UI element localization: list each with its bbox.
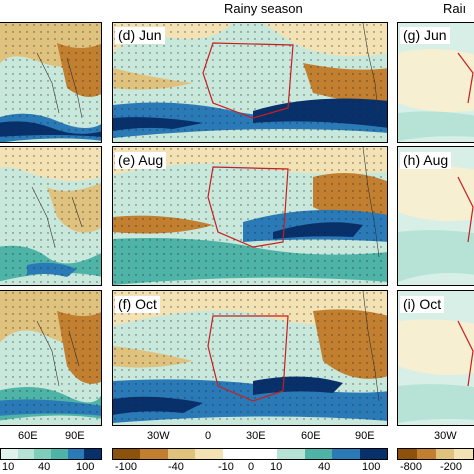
colorbar-tick: -40: [168, 461, 184, 473]
map-panel-e: (e) Aug: [112, 146, 388, 286]
colorbar-right: [397, 448, 474, 460]
panel-label-e: (e) Aug: [115, 152, 167, 169]
lon-label: 0: [205, 430, 212, 442]
panel-label-h: (h) Aug: [400, 152, 452, 169]
map-panel-g: (g) Jun: [397, 22, 474, 143]
colorbar-tick: 10: [2, 461, 15, 473]
lon-label: 60E: [18, 430, 38, 442]
lon-label: 90E: [65, 430, 85, 442]
panel-label-i: (i) Oct: [400, 296, 445, 313]
map-panel-left-bot: [0, 290, 102, 426]
colorbar-left: [0, 448, 102, 460]
panel-label-g: (g) Jun: [400, 27, 450, 44]
colorbar-tick: 40: [318, 461, 331, 473]
colorbar-tick: -100: [115, 461, 138, 473]
colorbar-tick: -200: [440, 461, 463, 473]
colorbar-tick: 100: [76, 461, 95, 473]
colorbar-tick: 0: [248, 461, 255, 473]
panel-label-f: (f) Oct: [115, 296, 160, 313]
map-panel-i: (i) Oct: [397, 290, 474, 426]
lon-label: 30E: [246, 430, 266, 442]
panel-label-d: (d) Jun: [115, 27, 165, 44]
lon-label: 60E: [301, 430, 321, 442]
map-panel-h: (h) Aug: [397, 146, 474, 286]
map-panel-d: (d) Jun: [112, 22, 388, 143]
map-panel-f: (f) Oct: [112, 290, 388, 426]
lon-label: 90E: [355, 430, 375, 442]
right-column-title: Raiı: [443, 1, 467, 16]
colorbar-tick: -10: [218, 461, 234, 473]
colorbar-tick: 100: [362, 461, 381, 473]
lon-label: 30W: [434, 430, 457, 442]
colorbar-tick: 40: [38, 461, 51, 473]
lon-label: 30W: [147, 430, 170, 442]
colorbar-middle: [112, 448, 388, 460]
map-panel-left-mid: [0, 146, 102, 286]
colorbar-tick: -800: [400, 461, 423, 473]
middle-column-title: Rainy season: [224, 1, 303, 16]
map-panel-left-top: [0, 22, 102, 143]
colorbar-tick: 10: [270, 461, 283, 473]
